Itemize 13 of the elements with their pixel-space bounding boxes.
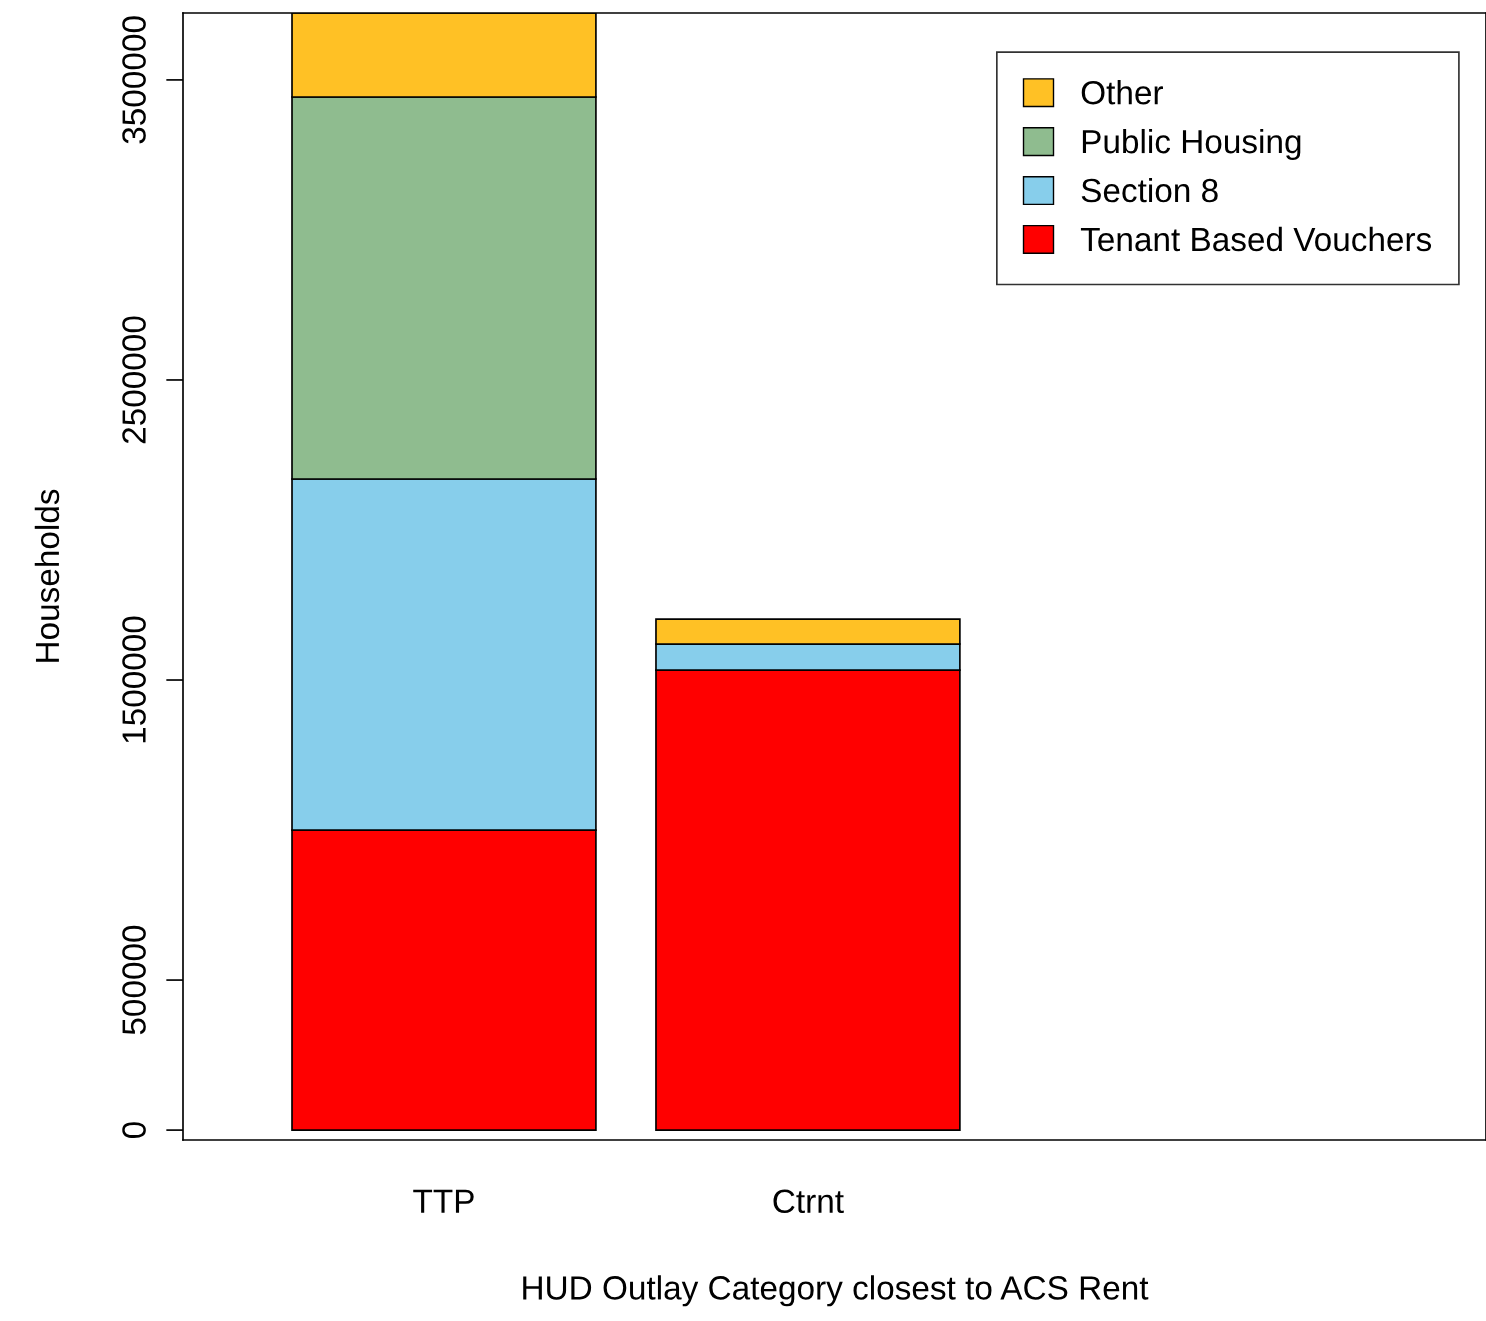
legend-label: Tenant Based Vouchers — [1080, 226, 1432, 252]
y-tick-label: 0 — [122, 1122, 146, 1139]
legend-label: Section 8 — [1081, 177, 1218, 203]
y-axis-title: Households — [34, 489, 60, 662]
y-tick-label: 500000 — [122, 925, 146, 1035]
x-axis-title: HUD Outlay Category closest to ACS Rent — [523, 1275, 1149, 1307]
y-tick-label: 3500000 — [122, 16, 146, 144]
y-tick-label: 2500000 — [122, 316, 146, 444]
legend-label: Public Housing — [1082, 128, 1301, 161]
x-tick-label: TTP — [413, 1189, 474, 1213]
legend-label: Other — [1081, 80, 1163, 105]
x-tick-label: Ctrnt — [773, 1189, 844, 1214]
y-tick-label: 1500000 — [122, 616, 146, 743]
